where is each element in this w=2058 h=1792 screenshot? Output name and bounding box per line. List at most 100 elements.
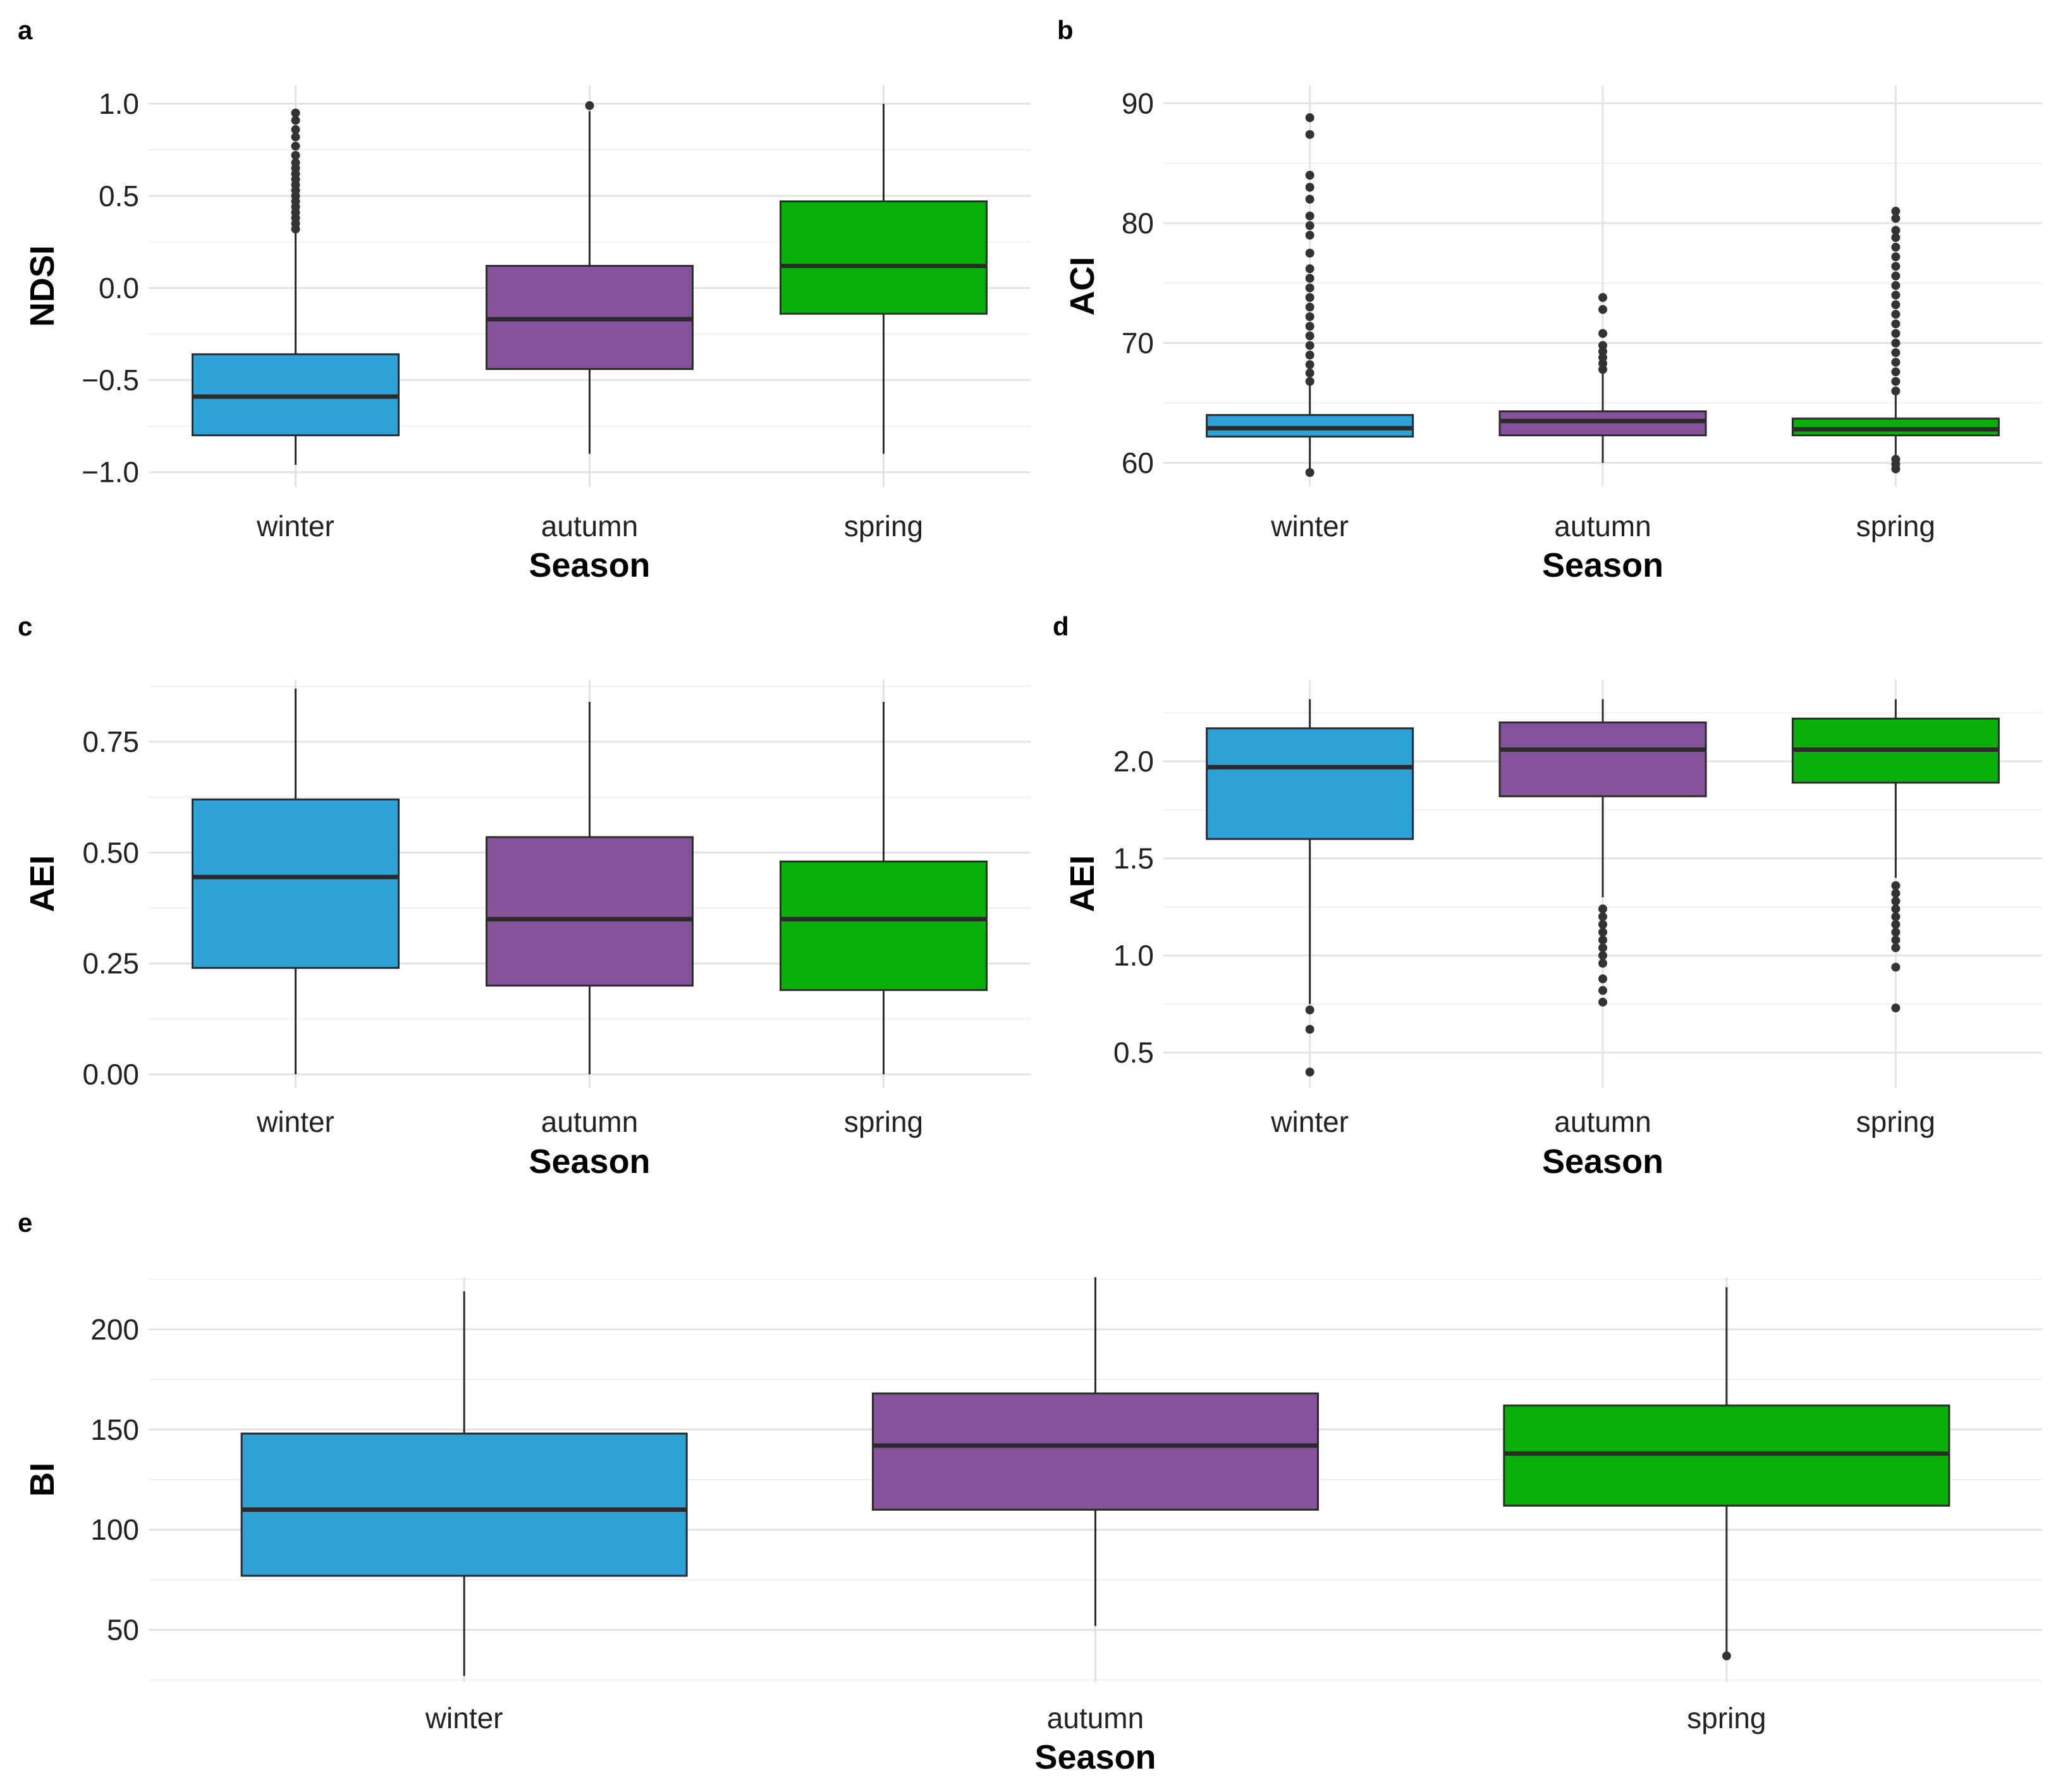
panel-b-outlier-point: [1891, 290, 1901, 300]
panel-c: 0.00 0.25 0.50 0.75 winter autumn spring Season…: [18, 611, 1031, 1181]
panel-b-outlier-point: [1305, 113, 1314, 123]
panel-a-outlier-point: [585, 101, 594, 111]
panel-b-outlier-point: [1305, 249, 1314, 258]
panel-d-outlier-point: [1891, 904, 1901, 914]
panel-d-outlier-point: [1891, 912, 1901, 921]
panel-c-x-axis-title: Season: [529, 1143, 650, 1181]
panel-d-outlier-point: [1305, 1024, 1314, 1034]
panel-a-outlier-point: [291, 132, 300, 142]
panel-d-outlier-point: [1891, 1003, 1901, 1013]
panel-d-box-winter: [1206, 699, 1414, 1077]
panel-b-x-tick-label: winter: [1270, 510, 1349, 543]
panel-a-x-tick-label: autumn: [541, 510, 638, 543]
panel-b-outlier-point: [1891, 348, 1901, 357]
panel-e-box-spring: [1503, 1287, 1951, 1660]
panel-d-outlier-point: [1598, 951, 1607, 960]
panel-a-iqr-box: [780, 200, 988, 315]
panel-b-iqr-box: [1498, 410, 1707, 436]
panel-e-y-tick-label: 200: [90, 1313, 139, 1346]
panel-d-outlier-point: [1891, 928, 1901, 937]
panel-d-outlier-point: [1891, 881, 1901, 890]
panel-b-outlier-point: [1305, 377, 1314, 386]
panel-b-outlier-point: [1891, 338, 1901, 348]
panel-b-outlier-point: [1305, 283, 1314, 293]
panel-a-box-autumn: [486, 101, 694, 454]
panel-b-outlier-point: [1891, 386, 1901, 396]
panel-b-x-tick-label: spring: [1856, 510, 1935, 543]
panel-a: −1.0 −0.5 0.0 0.5 1.0 winter autumn spring Seaso…: [18, 15, 1031, 584]
panel-d: 0.5 1.0 1.5 2.0 winter autumn spring Season AEI d: [1053, 611, 2042, 1181]
panel-d-box-spring: [1791, 699, 2000, 1013]
panel-b-outlier-point: [1305, 322, 1314, 331]
panel-b-outlier-point: [1891, 233, 1901, 242]
panel-b-iqr-box: [1206, 414, 1414, 438]
panel-d-outlier-point: [1598, 912, 1607, 921]
panel-e-y-axis-title: BI: [23, 1463, 61, 1497]
panel-e-iqr-box: [872, 1392, 1319, 1511]
panel-a-x-tick-label: spring: [844, 510, 923, 543]
panel-b-outlier-point: [1891, 310, 1901, 319]
panel-a-y-tick-label: −0.5: [82, 364, 139, 396]
panel-d-outlier-point: [1598, 974, 1607, 983]
panel-a-box-spring: [780, 104, 988, 454]
panel-a-y-tick-label: 0.0: [99, 271, 139, 304]
panel-d-outlier-point: [1598, 904, 1607, 914]
panel-b-outlier-point: [1598, 341, 1607, 350]
panel-b-outlier-point: [1891, 319, 1901, 329]
panel-c-box-spring: [780, 702, 988, 1074]
panel-d-outlier-point: [1305, 1005, 1314, 1015]
panel-e-iqr-box: [240, 1432, 688, 1577]
panel-e: 50 100 150 200 winter autumn spring Season BI e: [18, 1208, 2042, 1776]
panel-b-outlier-point: [1598, 329, 1607, 338]
panel-d-outlier-point: [1598, 928, 1607, 937]
panel-b-iqr-box: [1791, 417, 2000, 436]
panel-b: 60 70 80 90 winter autumn spring Season ACI b: [1057, 15, 2042, 584]
panel-d-outlier-point: [1891, 935, 1901, 945]
panel-b-box-spring: [1791, 207, 2000, 474]
panel-b-outlier-point: [1891, 262, 1901, 271]
panel-b-outlier-point: [1305, 264, 1314, 274]
panel-b-outlier-point: [1305, 171, 1314, 180]
panel-e-y-tick-label: 150: [90, 1413, 139, 1446]
panel-b-outlier-point: [1891, 300, 1901, 309]
panel-c-y-tick-label: 0.50: [82, 836, 139, 869]
panel-d-y-tick-label: 1.5: [1113, 842, 1154, 875]
panel-b-outlier-point: [1305, 312, 1314, 321]
panel-d-y-tick-label: 2.0: [1113, 745, 1154, 778]
panel-d-outlier-point: [1598, 935, 1607, 945]
panel-a-x-tick-label: winter: [256, 510, 334, 543]
panel-d-outlier-point: [1891, 920, 1901, 929]
panel-a-box-winter: [192, 108, 400, 465]
panel-c-box-winter: [192, 689, 400, 1074]
panel-a-y-axis-title: NDSI: [23, 245, 61, 327]
panel-e-outlier-point: [1722, 1651, 1731, 1660]
panel-c-iqr-box: [780, 860, 988, 991]
panel-e-y-tick-label: 50: [107, 1614, 139, 1647]
panel-c-y-axis-title: AEI: [23, 855, 61, 912]
panel-d-x-tick-label: spring: [1856, 1105, 1935, 1138]
panel-b-outlier-point: [1891, 226, 1901, 235]
panel-a-letter: a: [18, 15, 33, 45]
panel-a-outlier-point: [291, 158, 300, 168]
panel-b-box-winter: [1206, 113, 1414, 477]
panel-a-x-axis-title: Season: [529, 546, 650, 584]
panel-c-iqr-box: [486, 836, 694, 987]
panel-d-outlier-point: [1891, 962, 1901, 972]
panel-b-outlier-point: [1305, 468, 1314, 477]
panel-b-outlier-point: [1305, 274, 1314, 283]
panel-b-outlier-point: [1305, 183, 1314, 192]
panel-b-y-tick-label: 70: [1122, 327, 1154, 360]
panel-b-outlier-point: [1305, 331, 1314, 341]
panel-c-iqr-box: [192, 798, 400, 969]
panel-b-outlier-point: [1891, 214, 1901, 223]
panel-a-outlier-point: [291, 125, 300, 134]
panel-b-outlier-point: [1891, 281, 1901, 290]
panel-e-box-winter: [240, 1291, 688, 1676]
panel-a-outlier-point: [291, 150, 300, 160]
panel-d-x-tick-label: winter: [1270, 1105, 1349, 1138]
panel-b-outlier-point: [1305, 350, 1314, 360]
panel-d-outlier-point: [1305, 1067, 1314, 1077]
panel-c-x-tick-label: winter: [256, 1105, 334, 1138]
panel-b-outlier-point: [1305, 130, 1314, 139]
